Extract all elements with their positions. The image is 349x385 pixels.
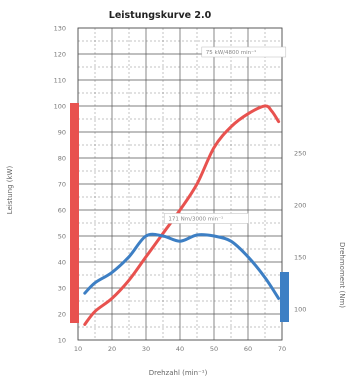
y-left-tick-label: 10 [58, 337, 66, 345]
x-tick-label: 70 [278, 345, 286, 353]
x-tick-label: 10 [74, 345, 82, 353]
y-left-tick-label: 40 [58, 259, 66, 267]
y-left-tick-label: 120 [54, 51, 66, 59]
y-right-tick-label: 250 [294, 149, 306, 157]
torque-curve [83, 232, 281, 300]
y-left-tick-label: 50 [58, 233, 66, 241]
y-left-tick-label: 20 [58, 311, 66, 319]
x-tick-label: 60 [244, 345, 252, 353]
left-axis-ticks: 10 20 30 40 50 60 70 80 90 100 110 120 130 [54, 25, 66, 345]
series-labels: 75 kW/4800 min⁻¹ 171 Nm/3000 min⁻¹ [164, 46, 287, 224]
x-tick-label: 40 [176, 345, 184, 353]
series-lines [83, 104, 281, 326]
chart-title: Leistungskurve 2.0 [109, 10, 212, 21]
y-left-tick-label: 60 [58, 207, 66, 215]
y-axis-label-left: Leistung (kW) [6, 166, 14, 215]
power-series-label: 75 kW/4800 min⁻¹ [206, 49, 256, 56]
series-label-box [201, 46, 287, 58]
x-axis-label: Drehzahl (min⁻¹) [149, 369, 208, 377]
y-left-tick-label: 100 [54, 103, 66, 111]
x-axis-ticks: 10 20 30 40 50 60 70 [74, 345, 286, 353]
power-curve [83, 104, 281, 326]
torque-series-label: 171 Nm/3000 min⁻¹ [168, 215, 223, 222]
power-axis-bar [70, 103, 79, 323]
y-right-tick-label: 100 [294, 305, 306, 313]
x-tick-label: 50 [210, 345, 218, 353]
y-right-tick-label: 200 [294, 201, 306, 209]
y-left-tick-label: 80 [58, 155, 66, 163]
y-axis-label-right: Drehmoment (Nm) [338, 242, 346, 308]
grid [77, 27, 283, 341]
y-right-tick-label: 150 [294, 253, 306, 261]
y-left-tick-label: 110 [54, 77, 66, 85]
torque-axis-bar [280, 272, 289, 322]
y-left-tick-label: 90 [58, 129, 66, 137]
y-left-tick-label: 130 [54, 25, 66, 33]
y-left-tick-label: 70 [58, 181, 66, 189]
y-left-tick-label: 30 [58, 285, 66, 293]
right-axis-ticks: 100 150 200 250 [294, 149, 306, 313]
x-tick-label: 20 [108, 345, 116, 353]
series-label-box [164, 213, 249, 224]
x-tick-label: 30 [142, 345, 150, 353]
